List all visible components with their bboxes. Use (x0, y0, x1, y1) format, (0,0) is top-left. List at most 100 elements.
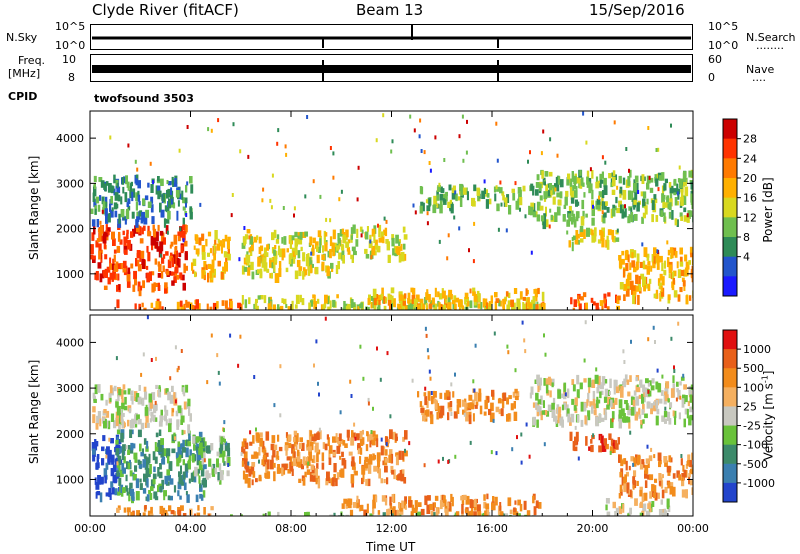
power-cell (141, 259, 146, 269)
power-cell (516, 302, 521, 310)
velocity-speck (225, 441, 228, 446)
velocity-cell (589, 401, 593, 407)
velocity-cell (360, 447, 363, 455)
power-cell (668, 202, 672, 211)
velocity-cell (199, 493, 203, 499)
velocity-cell (690, 468, 693, 474)
power-cell (171, 176, 174, 185)
power-cb-tick-label: 28 (743, 133, 757, 146)
velocity-cell (510, 403, 514, 411)
power-cell (636, 253, 639, 263)
power-cell (97, 262, 102, 269)
power-cell (473, 293, 478, 302)
velocity-cell (606, 389, 610, 397)
power-speck (438, 182, 441, 187)
power-cell (465, 303, 468, 310)
power-cell (691, 257, 693, 266)
velocity-cell (157, 440, 161, 447)
velocity-cell (606, 511, 611, 516)
power-cell (209, 270, 213, 279)
velocity-cell (573, 405, 577, 411)
velocity-cell (398, 450, 402, 460)
velocity-speck (142, 448, 144, 453)
power-speck (462, 158, 465, 163)
velocity-cell (508, 395, 512, 400)
velocity-cell (314, 468, 318, 478)
velocity-cell (504, 513, 508, 516)
velocity-cb-segment (723, 368, 737, 388)
power-speck (530, 250, 533, 255)
velocity-cell (654, 492, 658, 501)
power-cell (681, 178, 685, 187)
velocity-cell (117, 491, 120, 496)
velocity-cell (372, 430, 376, 437)
velocity-cell (627, 391, 631, 397)
power-cell (629, 280, 634, 290)
power-cell (691, 203, 693, 210)
power-speck (230, 213, 233, 218)
velocity-cell (187, 459, 191, 468)
velocity-cell (214, 468, 218, 475)
power-cell (522, 185, 526, 192)
power-cell (450, 203, 454, 214)
velocity-cell (164, 475, 168, 485)
velocity-cell (180, 465, 182, 474)
power-cell (207, 272, 210, 283)
velocity-speck (679, 395, 682, 400)
power-cell (630, 215, 633, 222)
velocity-cell (591, 379, 595, 385)
power-cell (420, 186, 424, 195)
power-speck (686, 213, 689, 218)
velocity-cell (571, 379, 575, 385)
velocity-cell (514, 396, 519, 401)
velocity-cell (408, 500, 412, 508)
velocity-cell (118, 415, 122, 426)
velocity-cell (618, 454, 621, 463)
velocity-speck (174, 399, 177, 404)
power-speck (549, 208, 552, 213)
power-cell (498, 299, 501, 307)
power-cell (625, 263, 629, 272)
velocity-cell (151, 392, 156, 401)
power-cell (455, 193, 458, 202)
velocity-cell (131, 418, 135, 428)
power-cell (482, 298, 485, 308)
velocity-cell (188, 433, 191, 440)
power-speck (426, 211, 429, 216)
power-speck (434, 135, 437, 140)
velocity-cell (414, 500, 418, 510)
velocity-cell (436, 403, 440, 410)
power-cell (672, 278, 675, 285)
velocity-cell (464, 398, 467, 404)
power-cell (580, 177, 584, 186)
power-cell (392, 248, 395, 256)
power-cell (109, 263, 112, 270)
velocity-ytick-label: 2000 (56, 428, 84, 441)
velocity-speck (339, 410, 342, 415)
power-cell (681, 277, 685, 282)
power-cell (135, 174, 139, 181)
velocity-cell (347, 498, 351, 504)
power-cell (631, 190, 634, 200)
velocity-cell (509, 509, 513, 515)
velocity-cell (551, 402, 555, 411)
velocity-cell (137, 418, 142, 425)
velocity-speck (244, 440, 247, 445)
velocity-cell (375, 495, 378, 503)
power-cell (506, 194, 510, 203)
power-cell (265, 252, 269, 257)
power-cell (461, 305, 465, 310)
power-speck (111, 207, 114, 212)
power-cell (393, 298, 396, 308)
velocity-cell (196, 450, 201, 461)
velocity-cell (361, 477, 364, 485)
power-cell (618, 255, 622, 261)
power-cell (292, 251, 296, 257)
power-cell (643, 276, 646, 287)
power-cell (180, 244, 184, 254)
power-cell (676, 261, 679, 269)
power-cell (384, 298, 387, 304)
velocity-cell (540, 395, 543, 406)
velocity-cell (464, 401, 467, 412)
velocity-cell (169, 478, 174, 485)
